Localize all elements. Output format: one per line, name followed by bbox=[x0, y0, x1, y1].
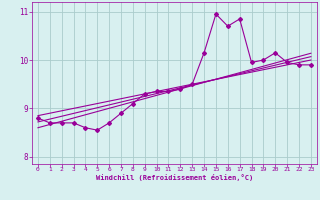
X-axis label: Windchill (Refroidissement éolien,°C): Windchill (Refroidissement éolien,°C) bbox=[96, 174, 253, 181]
